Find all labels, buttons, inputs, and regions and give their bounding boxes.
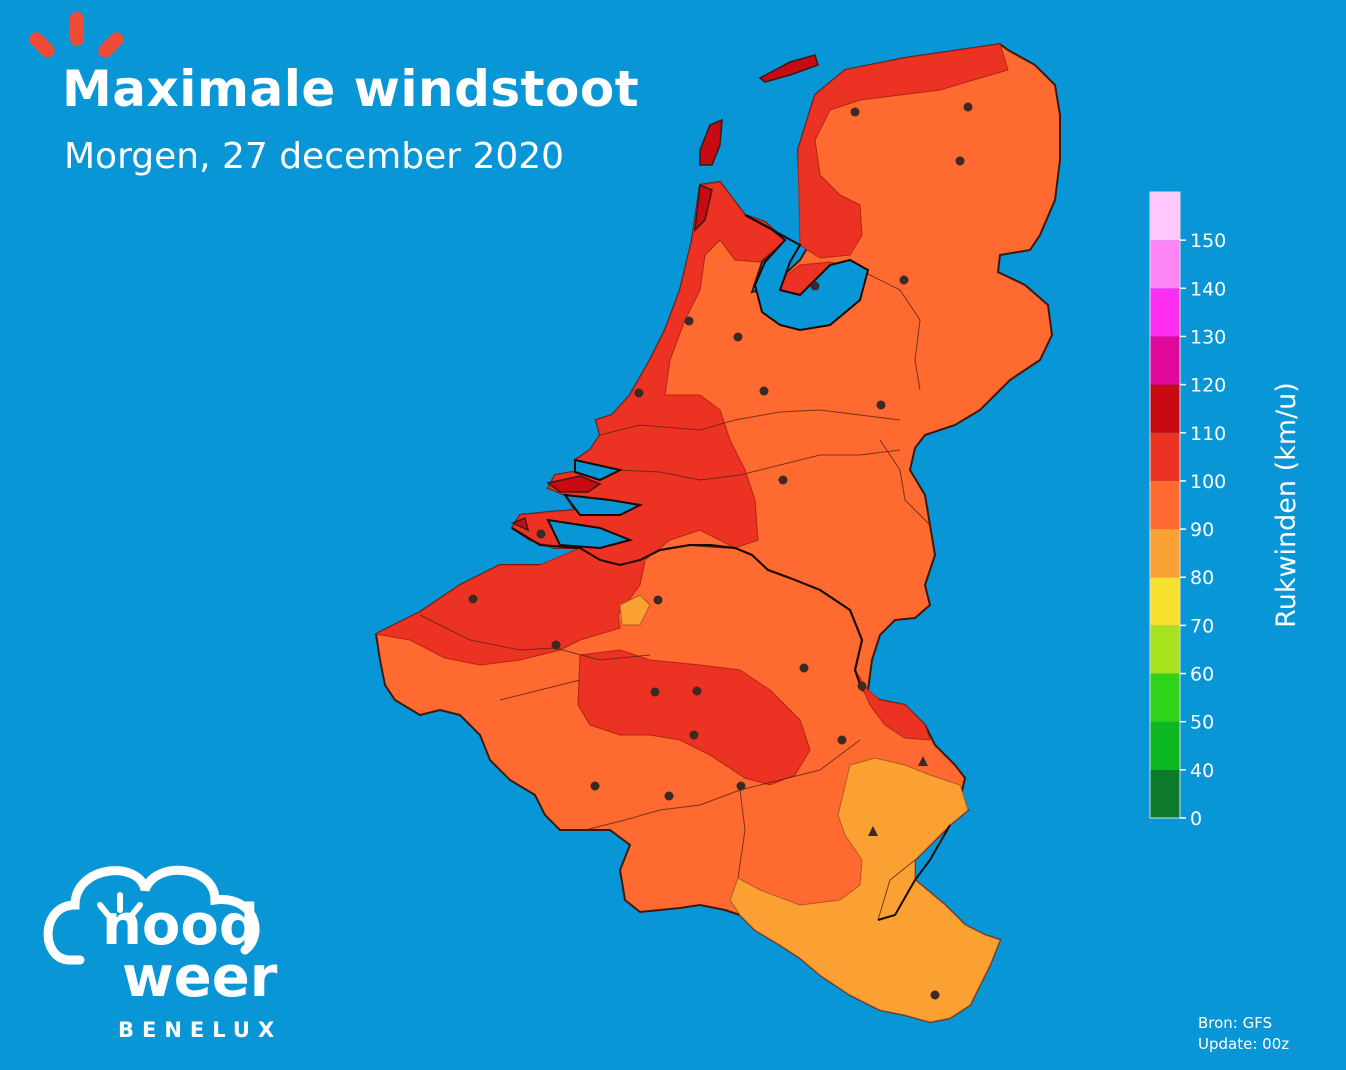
logo-subline: BENELUX xyxy=(118,1018,283,1042)
colorbar-tick-label: 90 xyxy=(1190,519,1214,541)
page-subtitle: Morgen, 27 december 2020 xyxy=(64,136,565,177)
colorbar-segment xyxy=(1150,673,1180,722)
colorbar-segment xyxy=(1150,769,1180,818)
colorbar-segment xyxy=(1150,432,1180,481)
city-marker xyxy=(899,275,909,285)
colorbar-segment xyxy=(1150,384,1180,433)
colorbar-tick-label: 150 xyxy=(1190,230,1226,252)
colorbar-tick-label: 60 xyxy=(1190,664,1214,686)
colorbar-tick-label: 130 xyxy=(1190,326,1226,348)
city-marker xyxy=(955,156,965,166)
colorbar-tick-label: 110 xyxy=(1190,423,1226,445)
city-marker xyxy=(590,781,600,791)
city-marker xyxy=(799,663,809,673)
city-marker xyxy=(930,990,940,1000)
city-marker xyxy=(876,400,886,410)
city-marker xyxy=(868,826,878,836)
gust-band-70-80 xyxy=(619,594,1001,1023)
colorbar-segment xyxy=(1150,336,1180,385)
colorbar-tick-label: 140 xyxy=(1190,278,1226,300)
city-marker xyxy=(689,730,699,740)
city-marker xyxy=(692,686,702,696)
city-marker xyxy=(850,107,860,117)
gust-band-100-110 xyxy=(511,54,819,532)
city-marker xyxy=(733,332,743,342)
colorbar-tick-label: 80 xyxy=(1190,567,1214,589)
city-marker xyxy=(837,735,847,745)
city-marker xyxy=(650,687,660,697)
page-title: Maximale windstoot xyxy=(62,60,640,118)
colorbar-segment xyxy=(1150,240,1180,289)
city-marker xyxy=(857,681,867,691)
gust-band-90-100 xyxy=(374,43,1009,786)
city-marker xyxy=(664,791,674,801)
colorbar-segment xyxy=(1150,480,1180,530)
city-marker xyxy=(653,595,663,605)
source-label: Bron: GFS xyxy=(1198,1014,1273,1032)
city-markers xyxy=(468,102,973,1000)
city-marker xyxy=(963,102,973,112)
city-marker xyxy=(759,386,769,396)
colorbar-tick-label: 70 xyxy=(1190,615,1214,637)
colorbar-tick-label: 40 xyxy=(1190,760,1214,782)
source-info: Bron: GFS Update: 00z xyxy=(1198,1013,1289,1055)
city-marker xyxy=(536,529,546,539)
city-marker xyxy=(778,475,788,485)
colorbar: 0 40 50 60 70 80 90 100 110 120 130 140 150 xyxy=(1149,191,1226,830)
colorbar-segment xyxy=(1150,529,1180,578)
colorbar-frame xyxy=(1149,191,1181,819)
colorbar-segment xyxy=(1150,625,1180,674)
city-marker xyxy=(918,756,928,766)
city-marker xyxy=(551,640,561,650)
city-marker xyxy=(736,781,746,791)
province-borders xyxy=(419,269,931,921)
noodweer-logo-cloud-icon xyxy=(43,865,260,965)
colorbar-tick-label: 0 xyxy=(1190,808,1202,830)
colorbar-segment xyxy=(1150,288,1180,337)
colorbar-segment xyxy=(1150,721,1180,770)
colorbar-title: Rukwinden (km/u) xyxy=(1271,382,1302,628)
logo-line1: nood xyxy=(102,893,259,958)
city-marker xyxy=(810,281,820,291)
country-borders xyxy=(511,527,951,921)
city-marker xyxy=(634,388,644,398)
update-label: Update: 00z xyxy=(1198,1035,1290,1053)
colorbar-tick-label: 50 xyxy=(1190,712,1214,734)
logo-line2: weer xyxy=(122,945,278,1010)
city-marker xyxy=(684,316,694,326)
logo: nood weer xyxy=(92,893,278,1010)
colorbar-tick-label: 100 xyxy=(1190,471,1226,493)
colorbar-tick-label: 120 xyxy=(1190,375,1226,397)
colorbar-segment xyxy=(1150,577,1180,626)
city-marker xyxy=(468,594,478,604)
colorbar-segment xyxy=(1150,192,1180,241)
inland-water xyxy=(546,214,870,550)
sun-icon xyxy=(29,12,124,58)
